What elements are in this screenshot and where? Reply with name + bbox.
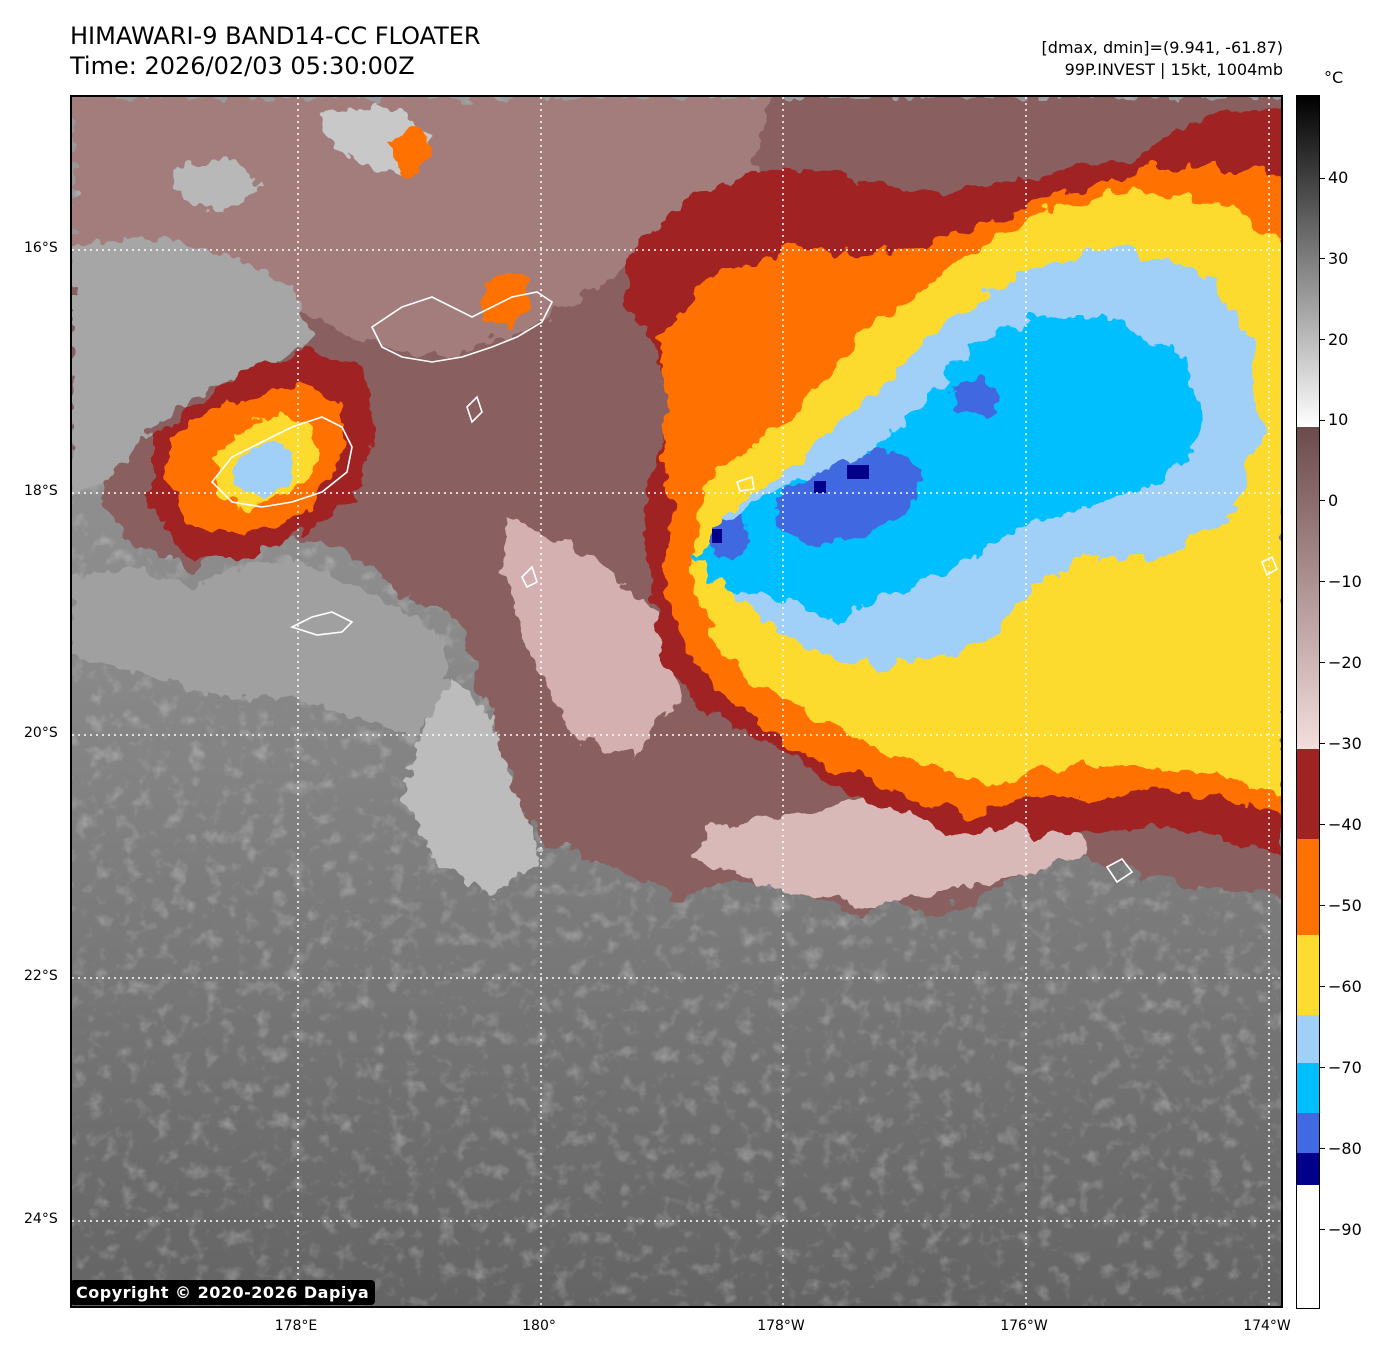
lon-label-178w: 178°W <box>757 1318 805 1334</box>
lon-label-176w: 176°W <box>1000 1318 1048 1334</box>
cbar-tick-minus10: −10 <box>1328 572 1362 591</box>
cbar-tickmark <box>1320 1067 1325 1068</box>
chart-title: HIMAWARI-9 BAND14-CC FLOATER <box>70 22 481 50</box>
cbar-tick-minus40: −40 <box>1328 815 1362 834</box>
cbar-tickmark <box>1320 500 1325 501</box>
satellite-map <box>70 95 1283 1308</box>
cbar-tick-20: 20 <box>1328 330 1349 349</box>
cbar-tickmark <box>1320 339 1325 340</box>
lon-label-174w: 174°W <box>1243 1318 1291 1334</box>
colorbar-gradient <box>1297 96 1319 1308</box>
cbar-tick-minus70: −70 <box>1328 1058 1362 1077</box>
cbar-tick-minus50: −50 <box>1328 896 1362 915</box>
cbar-tick-0: 0 <box>1328 491 1339 510</box>
copyright-badge: Copyright © 2020-2026 Dapiya <box>70 1280 376 1305</box>
cbar-tickmark <box>1320 824 1325 825</box>
chart-timestamp: Time: 2026/02/03 05:30:00Z <box>70 52 415 80</box>
lat-label-16s: 16°S <box>24 240 58 256</box>
cbar-tickmark <box>1320 1229 1325 1230</box>
convection-core <box>712 465 869 543</box>
lon-label-180: 180° <box>522 1318 556 1334</box>
colorbar <box>1296 95 1320 1309</box>
satellite-imagery <box>72 97 1281 1306</box>
convection-royal-blue <box>712 377 1002 562</box>
lat-label-20s: 20°S <box>24 725 58 741</box>
coastlines <box>210 291 1279 884</box>
storm-info: 99P.INVEST | 15kt, 1004mb <box>1064 60 1283 79</box>
graticule <box>72 97 1281 1306</box>
cbar-tickmark <box>1320 743 1325 744</box>
data-range-info: [dmax, dmin]=(9.941, -61.87) <box>1041 38 1283 57</box>
cbar-tickmark <box>1320 1148 1325 1149</box>
cbar-tick-minus30: −30 <box>1328 734 1362 753</box>
cbar-tickmark <box>1320 420 1325 421</box>
lat-label-22s: 22°S <box>24 968 58 984</box>
colorbar-unit: °C <box>1324 68 1344 87</box>
cbar-tick-30: 30 <box>1328 249 1349 268</box>
cbar-tick-minus80: −80 <box>1328 1139 1362 1158</box>
cbar-tickmark <box>1320 986 1325 987</box>
cbar-tick-10: 10 <box>1328 410 1349 429</box>
cbar-tick-40: 40 <box>1328 168 1349 187</box>
cbar-tickmark <box>1320 662 1325 663</box>
cbar-tickmark <box>1320 581 1325 582</box>
lat-label-18s: 18°S <box>24 483 58 499</box>
cbar-tick-minus60: −60 <box>1328 977 1362 996</box>
cbar-tickmark <box>1320 258 1325 259</box>
lon-label-178e: 178°E <box>274 1318 318 1334</box>
cbar-tickmark <box>1320 905 1325 906</box>
cbar-tick-minus90: −90 <box>1328 1220 1362 1239</box>
cbar-tickmark <box>1320 178 1325 179</box>
cbar-tick-minus20: −20 <box>1328 653 1362 672</box>
lat-label-24s: 24°S <box>24 1211 58 1227</box>
